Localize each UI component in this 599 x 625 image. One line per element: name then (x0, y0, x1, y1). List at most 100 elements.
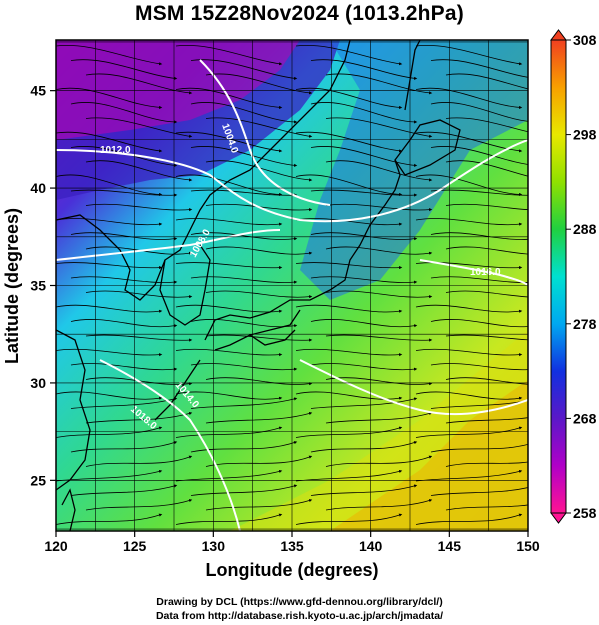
streamline (430, 232, 528, 240)
streamline (445, 290, 528, 298)
streamline (430, 319, 528, 328)
x-axis-ticks: 120 125 130 135 140 145 150 (44, 531, 540, 554)
x-tick-label: 145 (438, 538, 462, 554)
streamline (70, 59, 178, 80)
streamline (445, 461, 528, 467)
colorbar-gradient (550, 39, 567, 514)
streamline (415, 426, 523, 438)
streamline (295, 218, 403, 226)
y-tick-label: 35 (30, 278, 46, 294)
streamline (190, 59, 298, 80)
colorbar-tick-label: 258 (573, 505, 597, 521)
streamline (325, 455, 433, 467)
streamline (56, 174, 163, 197)
streamline (70, 189, 178, 197)
streamline (205, 246, 313, 255)
streamline (70, 397, 178, 409)
streamline (310, 189, 418, 197)
colorbar-tick-label: 278 (573, 316, 597, 332)
streamline (190, 232, 298, 241)
streamline (325, 73, 433, 95)
streamline (175, 348, 283, 357)
streamline (310, 441, 418, 453)
streamline (310, 397, 418, 409)
streamline (445, 377, 528, 385)
streamline (325, 246, 433, 255)
streamline (190, 102, 298, 124)
streamline (415, 174, 523, 197)
streamline (56, 391, 163, 400)
streamline (430, 443, 528, 453)
streamline (445, 73, 528, 90)
streamline (325, 499, 433, 511)
streamline (415, 513, 523, 525)
streamline (325, 117, 433, 138)
streamline (85, 203, 193, 212)
streamline (205, 117, 313, 138)
streamline (85, 334, 193, 342)
coastlines (56, 40, 461, 531)
streamline (325, 160, 433, 182)
streamline (445, 117, 528, 133)
streamline (190, 363, 298, 371)
streamline (310, 102, 418, 124)
streamline (175, 174, 283, 197)
streamline (415, 87, 523, 109)
streamline (295, 469, 403, 482)
streamline (205, 73, 313, 95)
drawing-credit: Drawing by DCL (https://www.gfd-dennou.o… (156, 596, 443, 608)
y-axis-title: Latitude (degrees) (2, 208, 22, 364)
x-tick-label: 140 (359, 538, 383, 554)
map-title: MSM 15Z28Nov2024 (1013.2hPa) (135, 2, 464, 25)
streamline (56, 262, 163, 270)
streamline (325, 334, 433, 342)
streamline (205, 499, 313, 511)
streamline (205, 377, 313, 386)
streamline (175, 131, 283, 153)
streamline (175, 218, 283, 226)
streamline (445, 203, 528, 211)
streamline (325, 290, 433, 299)
streamline (310, 146, 418, 167)
streamline (430, 146, 528, 165)
streamline (56, 304, 163, 313)
streamline (310, 363, 418, 371)
streamline (295, 391, 403, 400)
isobar-label: 1016.0 (470, 267, 501, 278)
streamline (415, 304, 523, 313)
x-axis-title: Longitude (degrees) (205, 560, 378, 580)
colorbar-tick-label: 268 (573, 410, 597, 426)
streamline (175, 304, 283, 313)
streamline (190, 441, 298, 453)
streamline (430, 189, 528, 196)
streamline (415, 391, 523, 400)
x-tick-label: 125 (123, 538, 147, 554)
streamline (190, 484, 298, 496)
streamline (56, 218, 163, 226)
streamline (415, 348, 523, 357)
streamline (70, 232, 178, 241)
streamline (190, 276, 298, 284)
streamline (56, 426, 163, 438)
streamline (175, 262, 283, 270)
streamline (295, 304, 403, 313)
streamline (295, 262, 403, 270)
streamline (430, 59, 528, 78)
x-tick-label: 120 (44, 538, 68, 554)
streamline (205, 455, 313, 467)
streamline (445, 246, 528, 255)
streamline (325, 411, 433, 424)
streamline (295, 513, 403, 525)
x-tick-label: 135 (280, 538, 304, 554)
streamline (85, 73, 193, 95)
streamline (175, 426, 283, 438)
y-tick-label: 25 (30, 472, 46, 488)
streamline (70, 484, 178, 496)
colorbar-tick-label: 288 (573, 221, 597, 237)
y-tick-label: 30 (30, 375, 46, 391)
streamline (190, 397, 298, 409)
streamline (190, 189, 298, 197)
streamline (85, 160, 193, 182)
streamline (175, 45, 283, 66)
y-axis-ticks: 25 30 35 40 45 (30, 83, 56, 488)
